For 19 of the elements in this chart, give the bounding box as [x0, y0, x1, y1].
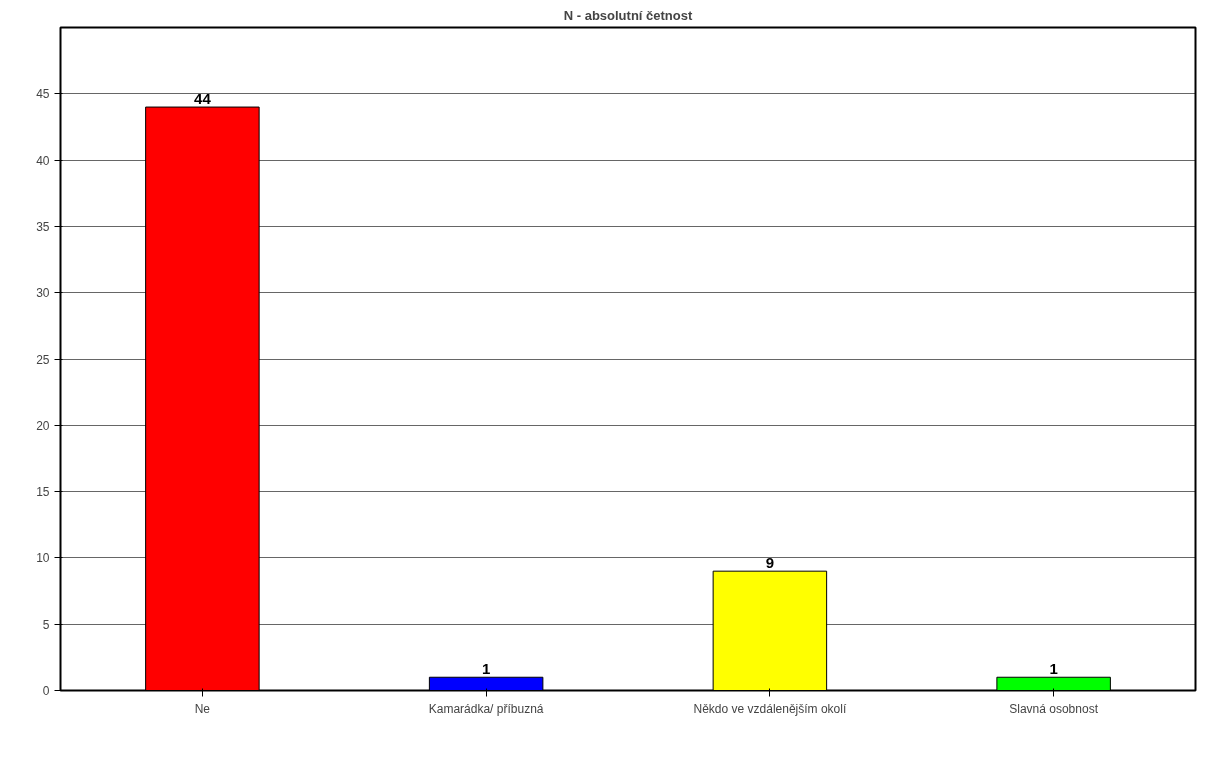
data-label: 1 [481, 660, 491, 678]
y-tick-label: 10 [36, 551, 50, 566]
y-tick-label: 35 [36, 219, 50, 234]
x-tick-label: Kamarádka/ příbuzná [428, 701, 544, 716]
y-tick-label: 30 [36, 286, 50, 301]
y-tick-label: 5 [42, 617, 50, 632]
x-tick-label: Slavná osobnost [1009, 701, 1099, 716]
y-tick-label: 20 [36, 418, 50, 433]
chart-title: N - absolutní četnost [563, 7, 693, 23]
y-tick-label: 0 [42, 684, 50, 698]
data-label: 1 [1049, 660, 1058, 678]
y-tick-label: 40 [36, 153, 50, 168]
y-tick-label: 15 [36, 485, 50, 500]
x-tick-label: Ne [194, 701, 211, 716]
data-label: 44 [194, 90, 212, 108]
y-tick-label: 45 [36, 87, 50, 102]
data-label: 9 [765, 554, 775, 572]
y-tick-label: 25 [36, 352, 50, 367]
x-tick-label: Někdo ve vzdálenějším okolí [693, 701, 847, 716]
